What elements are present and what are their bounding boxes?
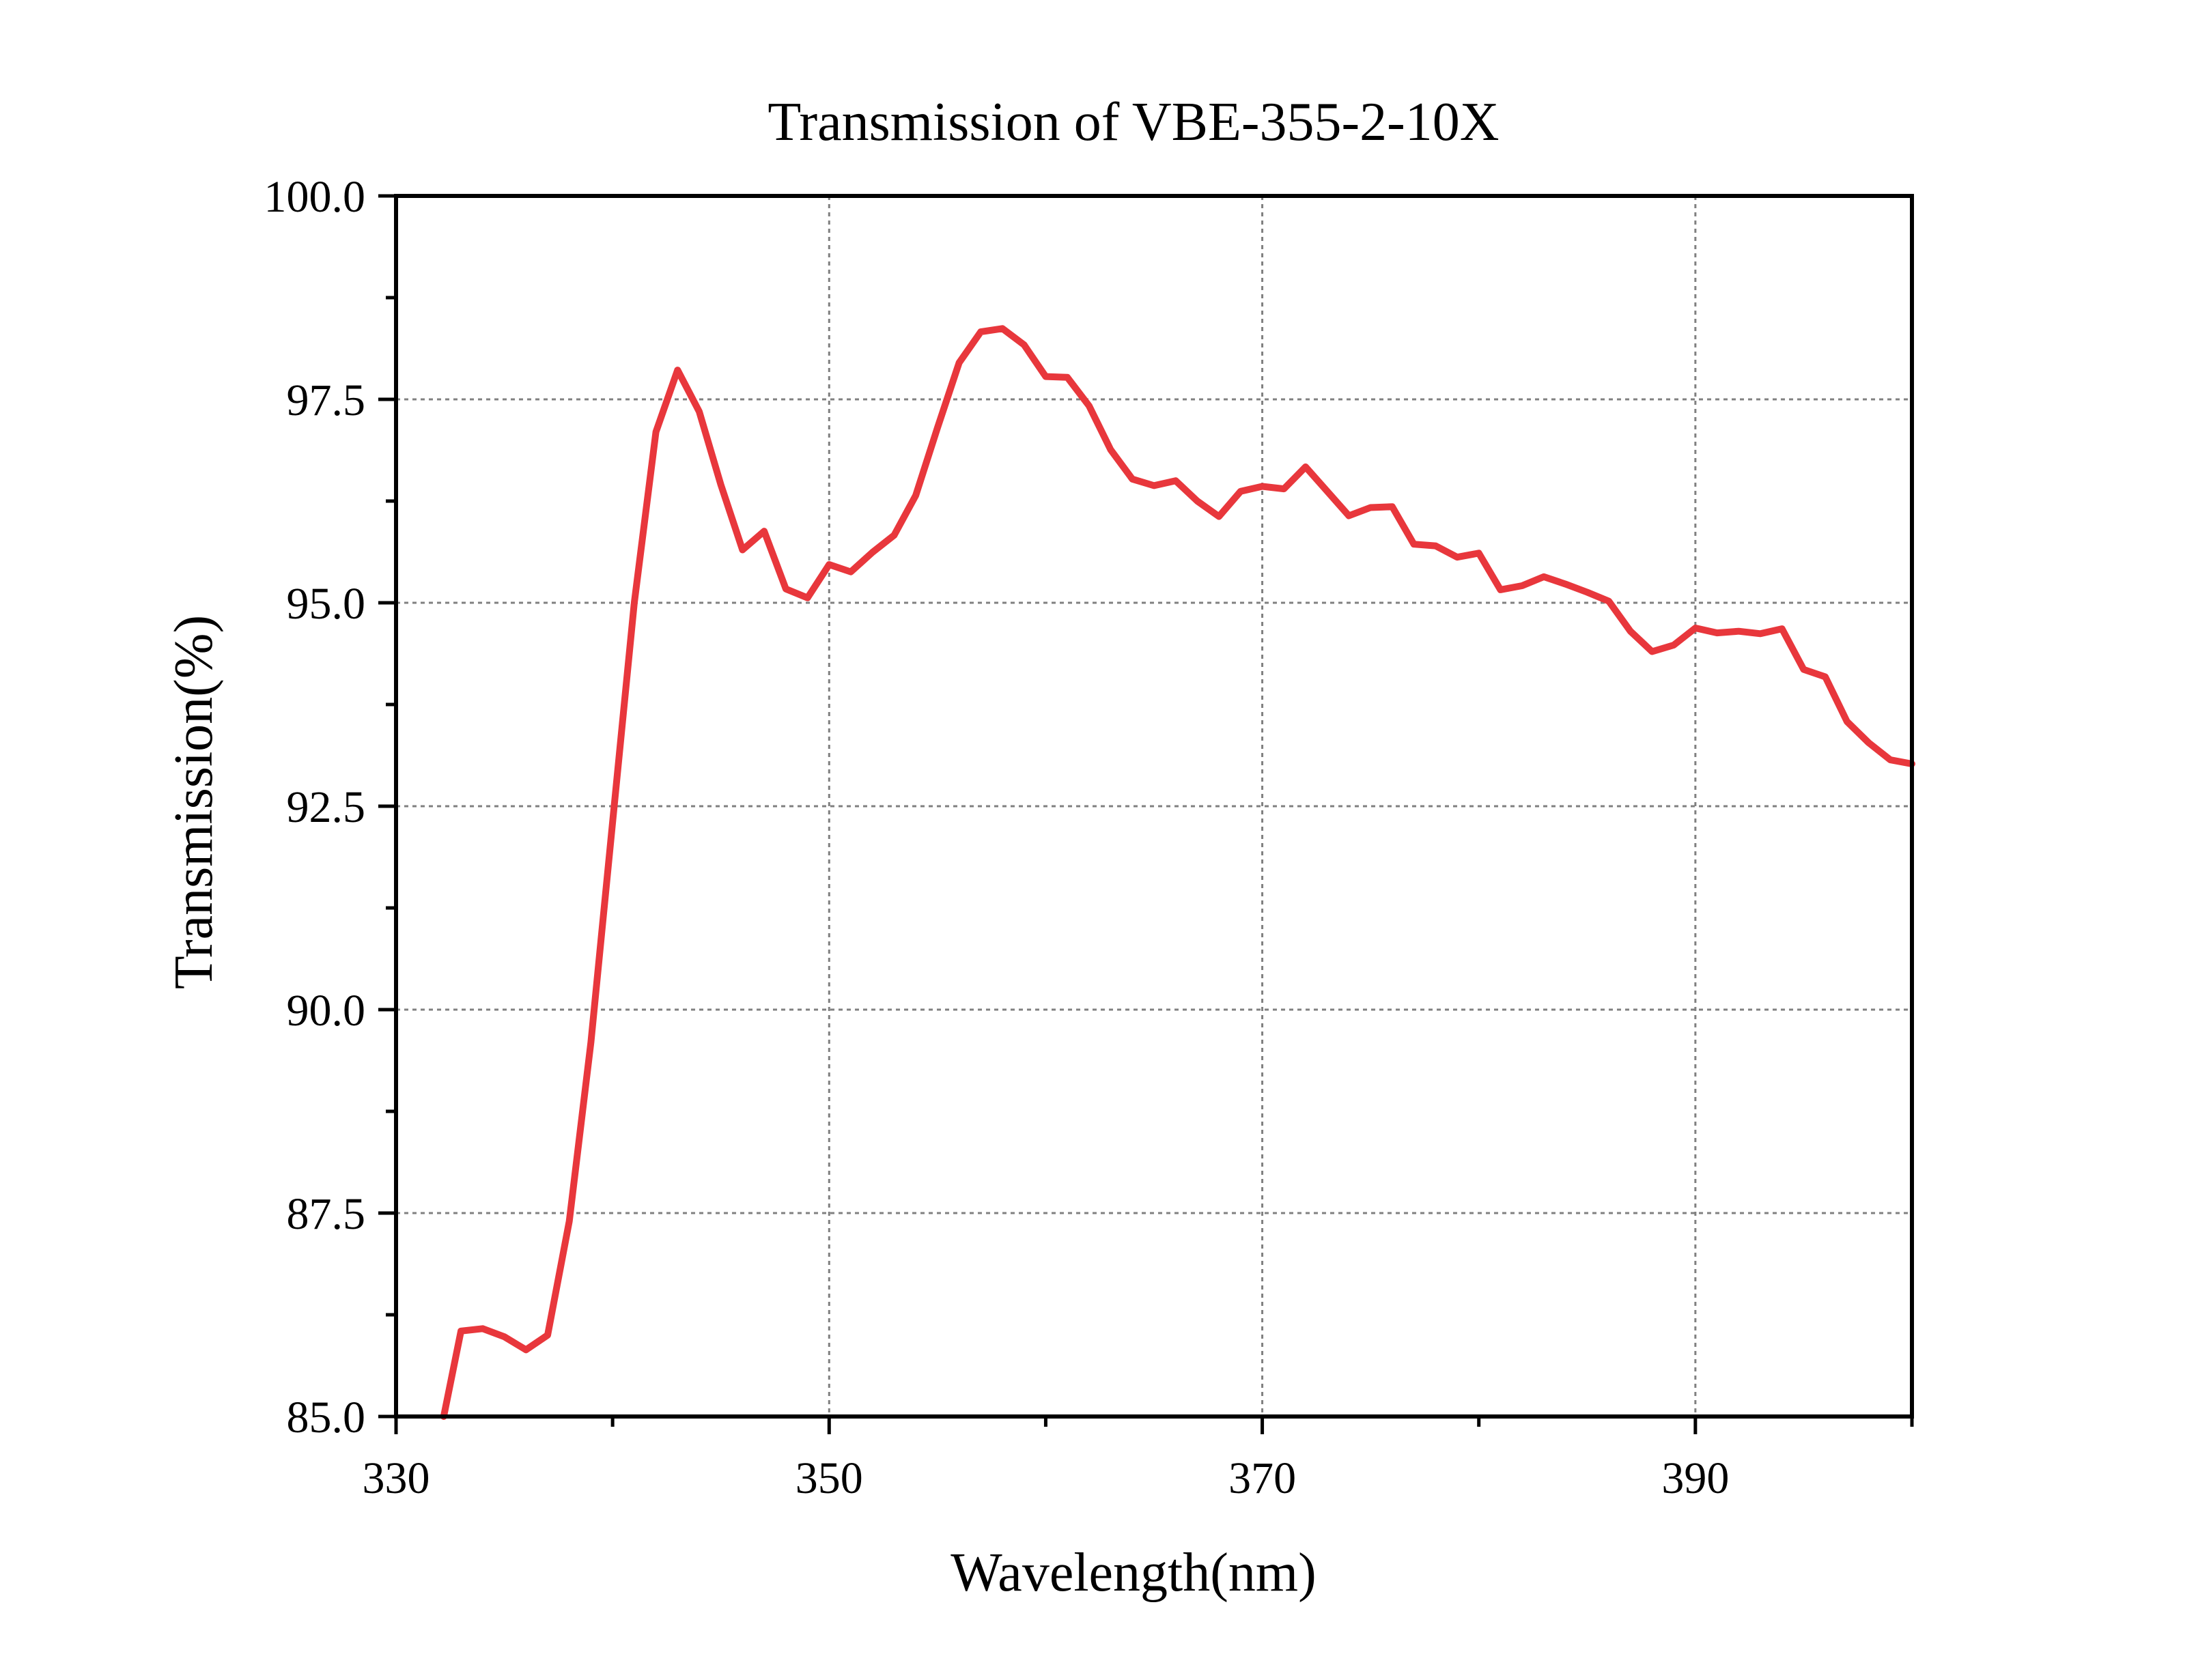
y-tick-label: 85.0 bbox=[287, 1393, 366, 1442]
x-axis-label: Wavelength(nm) bbox=[951, 1543, 1317, 1603]
y-tick-label: 100.0 bbox=[264, 172, 366, 222]
x-tick-labels: 330 350 370 390 bbox=[363, 1453, 1730, 1503]
y-tick-label: 87.5 bbox=[287, 1189, 366, 1239]
x-tick-label: 370 bbox=[1228, 1453, 1296, 1503]
plot-frame bbox=[394, 194, 1914, 1419]
x-tick-label: 350 bbox=[796, 1453, 863, 1503]
y-tick-label: 97.5 bbox=[287, 375, 366, 425]
y-tick-label: 90.0 bbox=[287, 986, 366, 1036]
gridlines bbox=[396, 196, 1912, 1416]
y-tick-labels: 85.0 87.5 90.0 92.5 95.0 97.5 100.0 bbox=[264, 172, 366, 1442]
y-tick-label: 92.5 bbox=[287, 782, 366, 832]
x-tick-label: 390 bbox=[1661, 1453, 1729, 1503]
transmission-series-line bbox=[440, 325, 1915, 1420]
y-axis-label: Transmission(%) bbox=[164, 615, 224, 989]
chart-title: Transmission of VBE-355-2-10X bbox=[768, 92, 1499, 152]
y-tick-label: 95.0 bbox=[287, 579, 366, 629]
x-tick-label: 330 bbox=[363, 1453, 430, 1503]
axis-ticks bbox=[378, 194, 1914, 1434]
series-layer bbox=[440, 325, 1915, 1420]
